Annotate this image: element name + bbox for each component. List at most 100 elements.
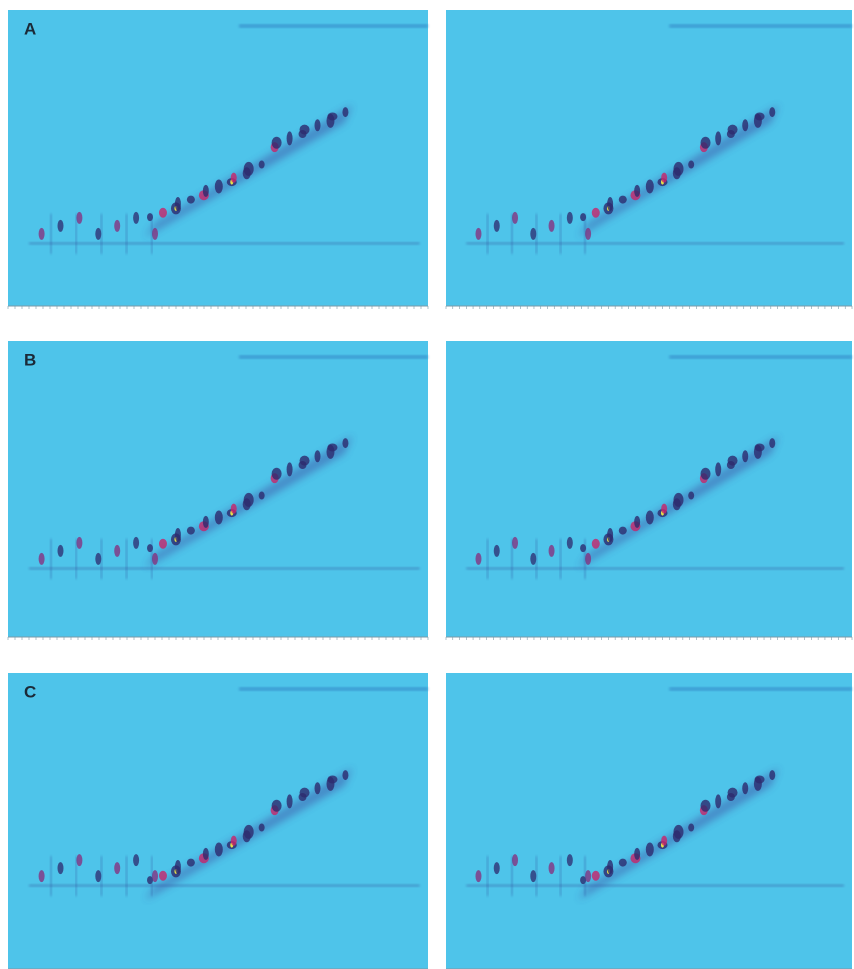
smear: [125, 538, 128, 579]
peak: [214, 842, 223, 857]
peak: [258, 491, 265, 500]
peak: [230, 503, 237, 514]
smear: [150, 856, 153, 897]
peak: [230, 172, 237, 183]
peak: [512, 854, 519, 867]
peak: [673, 492, 684, 507]
peak: [202, 847, 209, 860]
contour-plot: [445, 341, 853, 640]
peak: [174, 196, 181, 211]
peak: [754, 775, 765, 784]
peak: [114, 862, 121, 875]
peak: [174, 859, 181, 874]
top-streak: [669, 24, 852, 28]
peak: [243, 161, 254, 176]
peak: [645, 842, 654, 857]
peak: [754, 112, 765, 121]
top-streak: [239, 355, 428, 359]
smear: [486, 538, 489, 579]
peak: [645, 510, 654, 525]
peak: [271, 136, 282, 149]
peak: [327, 112, 338, 121]
top-streak: [669, 355, 852, 359]
peak: [76, 854, 83, 867]
peak: [475, 227, 482, 240]
peak: [769, 107, 776, 118]
peak: [585, 552, 592, 565]
smear: [510, 213, 513, 254]
peak: [230, 835, 237, 846]
peak: [530, 227, 537, 240]
smear: [75, 856, 78, 897]
peak: [95, 227, 102, 240]
smear: [559, 538, 562, 579]
peak: [618, 526, 627, 535]
peak: [661, 835, 668, 846]
peak: [548, 862, 555, 875]
peak: [618, 195, 627, 204]
peak: [299, 787, 310, 798]
peak: [214, 510, 223, 525]
peak: [342, 770, 349, 781]
peak: [769, 770, 776, 781]
peak: [158, 870, 167, 881]
contour-plot: [7, 341, 429, 640]
smear: [100, 856, 103, 897]
peak: [186, 526, 195, 535]
smear: [486, 213, 489, 254]
peak: [607, 859, 614, 874]
peak: [475, 552, 482, 565]
smear: [75, 213, 78, 254]
peak: [202, 184, 209, 197]
peak: [314, 782, 321, 795]
peak: [530, 552, 537, 565]
peak: [769, 438, 776, 449]
panel-label: B: [24, 350, 36, 369]
top-streak: [669, 687, 852, 691]
peak: [38, 552, 45, 565]
smear: [584, 856, 587, 897]
peak: [114, 219, 121, 232]
plot-background: [8, 341, 428, 637]
smear: [50, 213, 52, 254]
peak: [661, 172, 668, 183]
peak: [299, 124, 310, 135]
smear: [535, 538, 538, 579]
peak: [286, 794, 293, 809]
smear: [510, 856, 513, 897]
peak: [493, 219, 500, 232]
peak: [286, 131, 293, 146]
peak: [548, 219, 555, 232]
peak: [152, 552, 158, 565]
peak: [634, 847, 641, 860]
peak: [591, 538, 600, 549]
peak: [152, 227, 158, 240]
peak: [566, 211, 573, 224]
smear: [125, 213, 128, 254]
peak: [76, 536, 83, 549]
smear: [486, 856, 489, 897]
smear: [584, 213, 587, 254]
smear: [75, 538, 78, 579]
baseline-streak: [29, 566, 420, 570]
peak: [566, 854, 573, 867]
peak: [271, 467, 282, 480]
plot-background: [8, 673, 428, 969]
peak: [700, 136, 711, 149]
peak: [493, 862, 500, 875]
peak: [530, 870, 537, 883]
contour-plot: [445, 10, 853, 309]
smear: [150, 538, 153, 579]
peak: [715, 131, 722, 146]
plot-background: [446, 341, 852, 637]
peak: [618, 858, 627, 867]
peak: [591, 870, 600, 881]
peak: [742, 450, 749, 463]
peak: [661, 503, 668, 514]
top-streak: [239, 24, 428, 28]
peak: [727, 124, 738, 135]
plot-background: [446, 673, 852, 969]
peak: [258, 823, 265, 832]
peak: [715, 462, 722, 477]
peak: [688, 491, 695, 500]
